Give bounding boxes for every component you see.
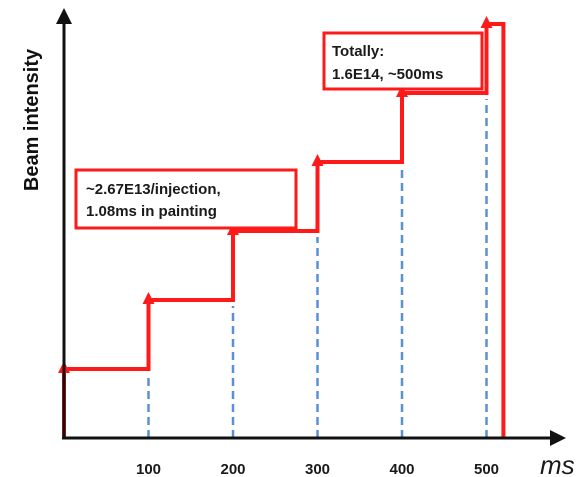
x-tick-labels: 100 200 300 400 500 xyxy=(136,461,499,477)
annotation-total-line-2: 1.6E14, ~500ms xyxy=(332,66,443,83)
step-line xyxy=(62,22,506,438)
x-tick-label: 200 xyxy=(220,461,245,477)
annotation-total-line-1: Totally: xyxy=(332,43,384,60)
annotation-injection-line-1: ~2.67E13/injection, xyxy=(86,181,221,198)
annotation-total-box xyxy=(322,31,484,91)
y-axis-arrow xyxy=(56,8,72,24)
injection-arrow xyxy=(480,16,493,28)
injection-arrow xyxy=(311,154,324,166)
injection-arrow xyxy=(396,85,408,97)
injection-arrow xyxy=(142,292,155,304)
annotation-total: Totally: 1.6E14, ~500ms xyxy=(322,31,484,91)
x-axis-arrow xyxy=(550,430,566,446)
x-tick-label: 300 xyxy=(305,461,330,477)
annotation-injection: ~2.67E13/injection, 1.08ms in painting xyxy=(74,168,298,230)
x-axis-unit: ms xyxy=(540,450,575,477)
annotation-injection-line-2: 1.08ms in painting xyxy=(86,203,217,220)
axes xyxy=(56,8,566,446)
guide-lines xyxy=(147,99,488,438)
x-tick-label: 100 xyxy=(136,461,161,477)
x-tick-label: 500 xyxy=(474,461,499,477)
x-tick-label: 400 xyxy=(389,461,414,477)
annotation-injection-box xyxy=(74,168,298,230)
y-axis-label: Beam intensity xyxy=(21,48,43,191)
